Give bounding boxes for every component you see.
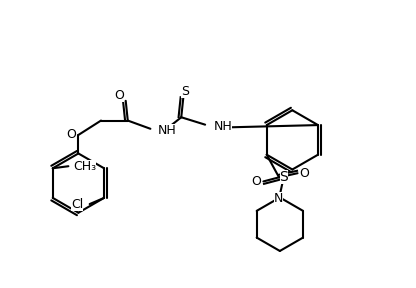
Text: S: S [280,170,288,184]
Text: NH: NH [158,124,176,137]
Text: O: O [66,128,76,141]
Text: O: O [114,89,124,102]
Text: S: S [181,85,189,98]
Text: O: O [300,167,310,180]
Text: Cl: Cl [71,198,84,211]
Text: CH₃: CH₃ [73,160,97,173]
Text: NH: NH [213,120,232,133]
Text: N: N [274,192,283,205]
Text: O: O [251,175,261,188]
